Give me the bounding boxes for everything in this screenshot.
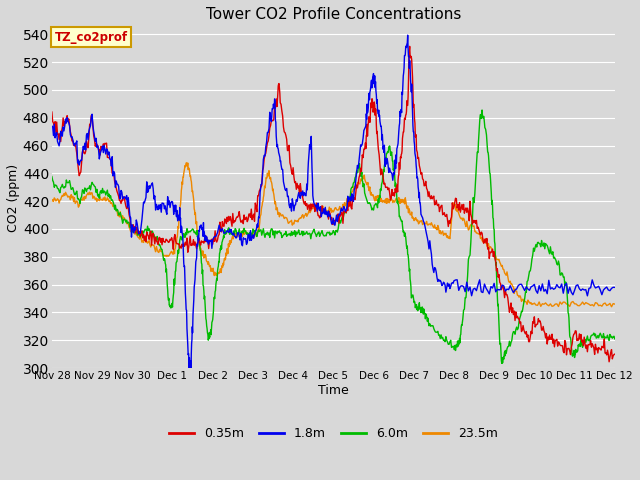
23.5m <box>212 270 220 276</box>
0.35m <box>611 351 619 357</box>
Line: 6.0m: 6.0m <box>52 110 615 363</box>
1.8m <box>52 132 60 137</box>
23.5m <box>608 304 616 310</box>
6.0m <box>294 229 302 235</box>
6.0m <box>498 360 506 366</box>
6.0m <box>420 306 428 312</box>
23.5m <box>265 168 273 174</box>
23.5m <box>355 180 362 186</box>
6.0m <box>541 246 548 252</box>
X-axis label: Time: Time <box>318 384 349 396</box>
Line: 23.5m: 23.5m <box>52 163 615 307</box>
23.5m <box>438 230 445 236</box>
0.35m <box>179 241 186 247</box>
1.8m <box>312 204 319 210</box>
0.35m <box>425 189 433 195</box>
0.35m <box>406 44 413 49</box>
1.8m <box>135 231 143 237</box>
0.35m <box>367 112 374 118</box>
23.5m <box>388 197 396 203</box>
1.8m <box>402 45 410 50</box>
Line: 1.8m: 1.8m <box>52 35 615 372</box>
1.8m <box>611 285 619 290</box>
6.0m <box>110 201 118 207</box>
0.35m <box>478 230 486 236</box>
Y-axis label: CO2 (ppm): CO2 (ppm) <box>7 164 20 232</box>
6.0m <box>478 107 486 113</box>
0.35m <box>381 180 388 186</box>
0.35m <box>605 359 613 365</box>
0.35m <box>48 109 56 115</box>
6.0m <box>218 242 225 248</box>
Title: Tower CO2 Profile Concentrations: Tower CO2 Profile Concentrations <box>205 7 461 22</box>
Line: 0.35m: 0.35m <box>52 47 615 362</box>
6.0m <box>50 180 58 185</box>
1.8m <box>106 156 114 162</box>
23.5m <box>580 301 588 307</box>
6.0m <box>611 336 619 342</box>
23.5m <box>611 301 619 307</box>
1.8m <box>186 369 194 375</box>
1.8m <box>591 285 599 291</box>
Text: TZ_co2prof: TZ_co2prof <box>54 31 128 44</box>
Legend: 0.35m, 1.8m, 6.0m, 23.5m: 0.35m, 1.8m, 6.0m, 23.5m <box>164 422 503 445</box>
0.35m <box>403 102 411 108</box>
1.8m <box>48 123 56 129</box>
6.0m <box>48 174 56 180</box>
1.8m <box>404 32 412 38</box>
23.5m <box>183 160 191 166</box>
23.5m <box>48 198 56 204</box>
